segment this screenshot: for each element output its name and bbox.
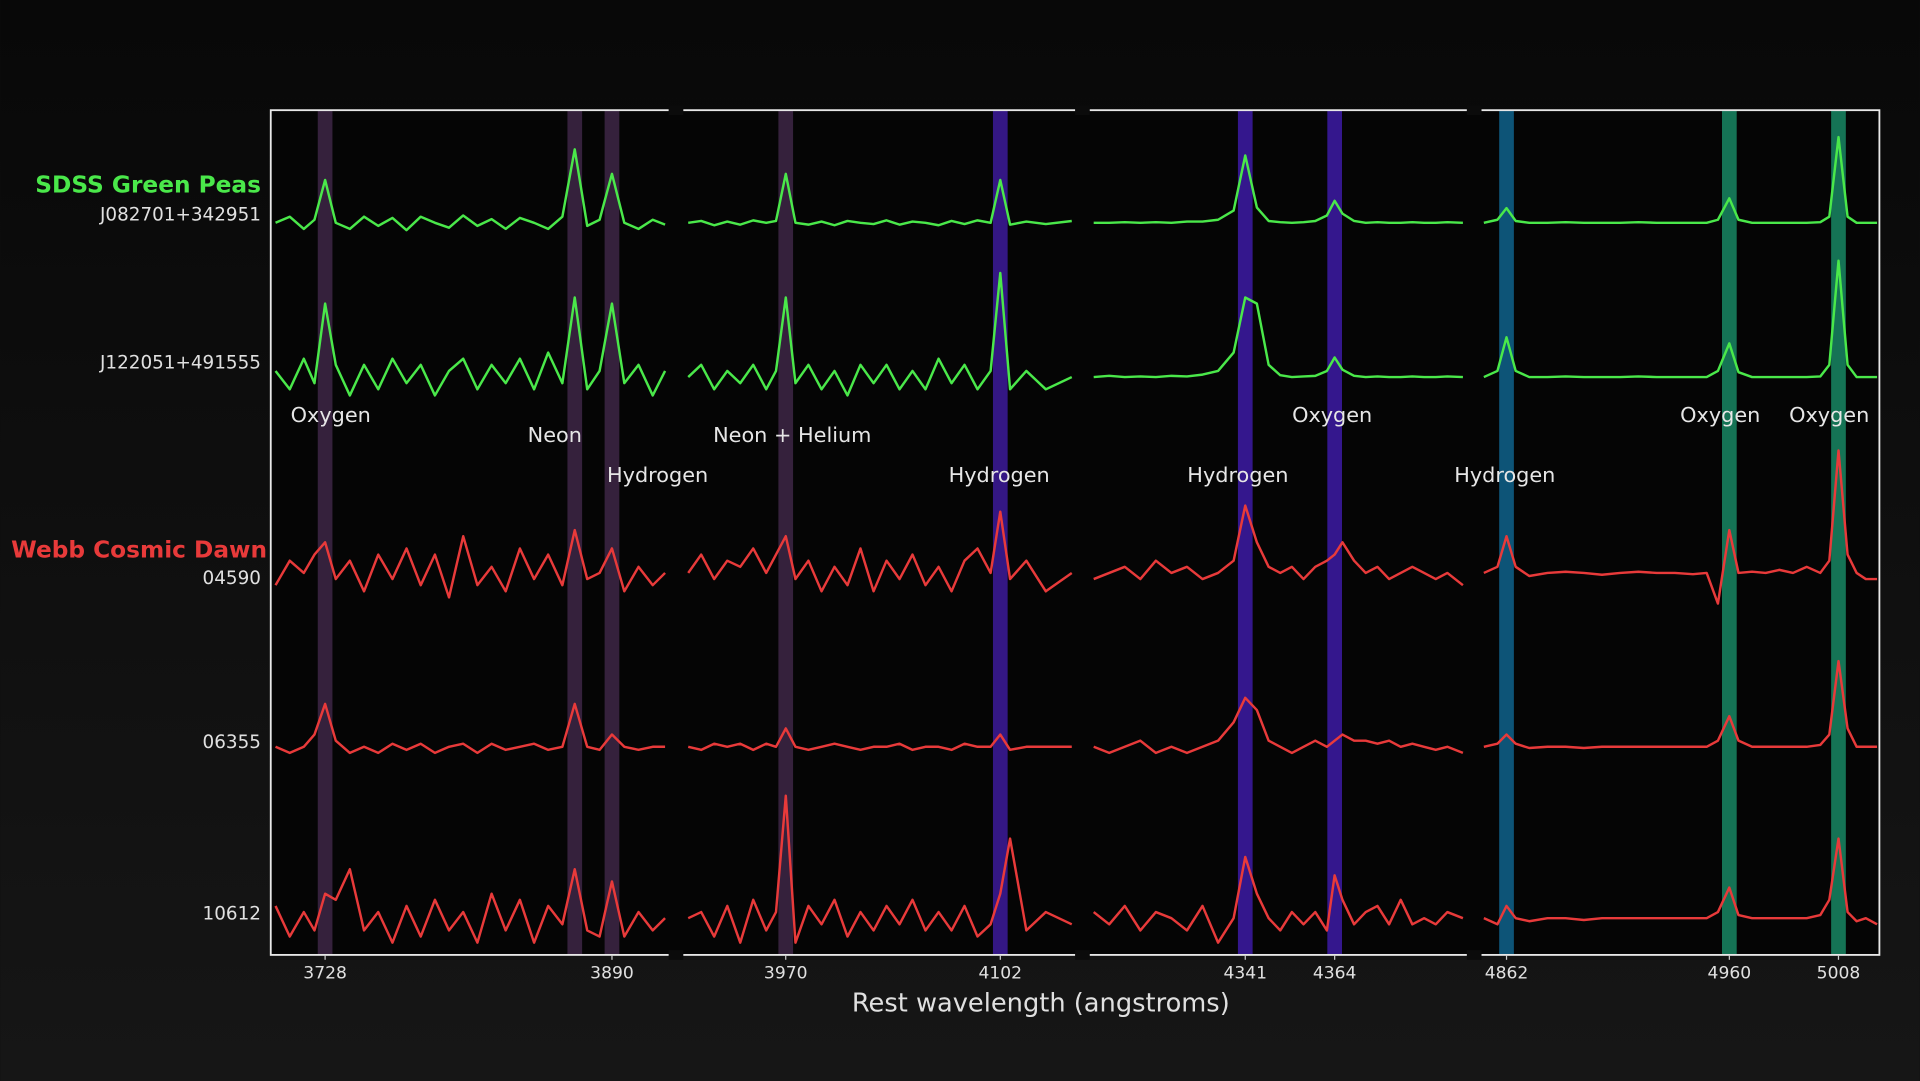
spectrum-line (1093, 696, 1464, 755)
axis-break (1075, 105, 1090, 116)
line-label: Oxygen (1292, 403, 1372, 427)
spectrum-line (1093, 296, 1463, 379)
plot-area (270, 110, 1880, 955)
axis-break (668, 105, 684, 116)
emission-band (317, 110, 333, 955)
emission-band (1831, 110, 1846, 955)
spectrum-line (1092, 855, 1464, 944)
x-tick-label: 4960 (1708, 963, 1752, 983)
spectrum-line (687, 794, 1073, 944)
axis-break (1075, 950, 1090, 960)
x-tick-label: 4341 (1223, 963, 1267, 983)
series-label: 06355 (203, 732, 261, 753)
line-label: Oxygen (1789, 403, 1869, 427)
axis-break (1466, 105, 1482, 116)
group-label: Webb Cosmic Dawn (11, 536, 267, 563)
emission-band (778, 110, 794, 955)
line-label: Hydrogen (1454, 463, 1555, 487)
series-label: J082701+342951 (99, 204, 261, 225)
spectrum-line (275, 702, 666, 755)
line-label: Hydrogen (949, 463, 1050, 487)
line-label: Neon + Helium (713, 423, 871, 447)
x-axis-label: Rest wavelength (angstroms) (852, 988, 1230, 1018)
line-label: Oxygen (291, 403, 371, 427)
spectrum-line (1483, 259, 1878, 379)
line-label: Oxygen (1680, 403, 1760, 427)
emission-band (1237, 110, 1253, 955)
spectrum-line (1093, 154, 1463, 225)
x-tick-label: 3970 (764, 963, 808, 983)
spectrum-line (687, 510, 1073, 593)
spectrum-line (688, 172, 1072, 227)
axis-break (1466, 950, 1482, 960)
spectrum-line (687, 271, 1073, 397)
emission-band (992, 110, 1008, 955)
x-tick-label: 4862 (1485, 963, 1529, 983)
series-label: J122051+491555 (99, 353, 261, 374)
spectrum-line (1483, 135, 1878, 225)
spectrum-line (274, 296, 667, 397)
emission-band (604, 110, 620, 955)
x-tick-label: 4364 (1313, 963, 1357, 983)
series-label: 04590 (203, 568, 261, 589)
spectrum-line (1483, 659, 1878, 750)
x-tick-label: 3728 (303, 963, 347, 983)
spectrum-line (1093, 504, 1464, 587)
emission-band (1327, 110, 1343, 955)
line-label: Hydrogen (1187, 463, 1288, 487)
x-tick-label: 4102 (979, 963, 1023, 983)
line-label: Hydrogen (607, 463, 708, 487)
axis-break (668, 950, 684, 960)
spectrum-line (1483, 449, 1878, 605)
x-tick-label: 3890 (590, 963, 634, 983)
spectrum-line (275, 148, 666, 232)
line-label: Neon (528, 423, 582, 447)
spectrum-line (1483, 837, 1878, 926)
x-tick-label: 5008 (1817, 963, 1861, 983)
spectrum-line (274, 867, 666, 944)
emission-band (1499, 110, 1514, 955)
spectrum-line (274, 528, 666, 599)
series-label: 10612 (203, 904, 261, 925)
spectrum-line (687, 727, 1072, 752)
group-label: SDSS Green Peas (35, 172, 261, 199)
